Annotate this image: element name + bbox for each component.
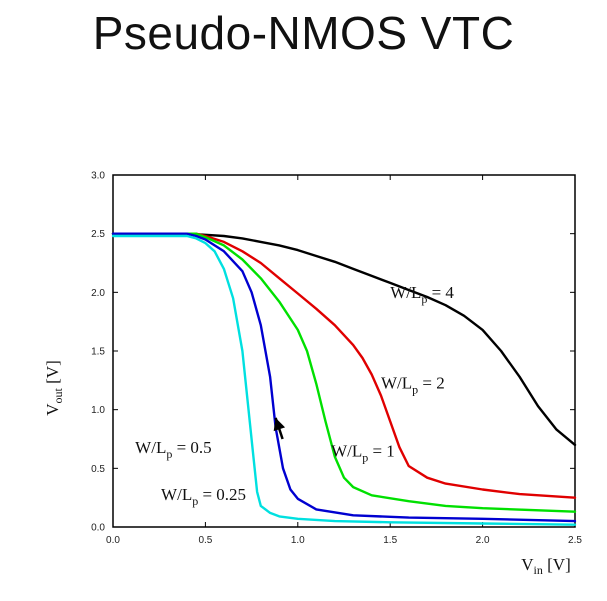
y-tick-label: 2.0 xyxy=(91,288,105,299)
pointer-arrow xyxy=(273,417,286,440)
x-tick-label: 0.5 xyxy=(198,535,212,546)
y-tick-label: 0.0 xyxy=(91,523,105,534)
y-axis-title-sub: out xyxy=(51,387,65,403)
series-annotation-4: W/Lp = 0.25 xyxy=(161,485,246,508)
annotation-rest: = 0.5 xyxy=(172,438,211,457)
plot-frame xyxy=(112,174,576,528)
arrow-head xyxy=(273,417,286,432)
annotation-main: W/L xyxy=(390,283,421,302)
annotation-main: W/L xyxy=(161,485,192,504)
y-tick-label: 0.5 xyxy=(91,464,105,475)
x-tick-label: 2.0 xyxy=(476,535,490,546)
annotation-main: W/L xyxy=(135,438,166,457)
annotation-rest: = 4 xyxy=(427,283,454,302)
annotation-sub: p xyxy=(421,292,427,306)
y-tick-label: 2.5 xyxy=(91,229,105,240)
series-line-2 xyxy=(111,232,577,513)
x-tick-label: 1.5 xyxy=(383,535,397,546)
y-axis-title-main: V xyxy=(43,403,62,416)
axis-ticks: 0.0 0.5 1.0 1.5 2.0 2.5 0.0 0.5 1.0 1.5 2.0 2.5 3.0 xyxy=(91,171,582,547)
series-annotation-2: W/Lp = 1 xyxy=(331,442,395,465)
y-axis-title-unit: [V] xyxy=(43,360,62,388)
y-tick-label: 1.5 xyxy=(91,347,105,358)
slide-title: Pseudo-NMOS VTC xyxy=(92,7,515,59)
annotation-main: W/L xyxy=(331,442,362,461)
series-lines xyxy=(111,232,577,526)
x-axis-title-unit: [V] xyxy=(543,555,571,574)
y-tick-label: 3.0 xyxy=(91,171,105,182)
x-tick-label: 1.0 xyxy=(291,535,305,546)
y-tick-label: 1.0 xyxy=(91,405,105,416)
x-axis-title-sub: in xyxy=(534,563,543,577)
series-line-3 xyxy=(111,232,577,523)
annotation-sub: p xyxy=(166,447,172,461)
annotation-main: W/L xyxy=(381,374,412,393)
series-annotation-1: W/Lp = 2 xyxy=(381,374,445,397)
x-axis-title: Vin [V] xyxy=(521,555,570,577)
x-axis-title-main: V xyxy=(521,555,534,574)
series-annotation-3: W/Lp = 0.5 xyxy=(135,438,212,461)
annotation-sub: p xyxy=(362,451,368,465)
annotation-sub: p xyxy=(192,494,198,508)
series-line-0 xyxy=(111,232,577,447)
x-tick-label: 2.5 xyxy=(568,535,582,546)
y-axis-title: Vout [V] xyxy=(43,360,65,415)
series-line-1 xyxy=(111,232,577,499)
series-annotation-0: W/Lp = 4 xyxy=(390,283,454,306)
annotation-rest: = 2 xyxy=(418,374,445,393)
annotations: W/Lp = 4W/Lp = 2W/Lp = 1W/Lp = 0.5W/Lp =… xyxy=(135,283,454,508)
annotation-rest: = 0.25 xyxy=(198,485,246,504)
series-line-4 xyxy=(111,234,577,526)
x-tick-label: 0.0 xyxy=(106,535,120,546)
annotation-rest: = 1 xyxy=(368,442,395,461)
annotation-sub: p xyxy=(412,383,418,397)
